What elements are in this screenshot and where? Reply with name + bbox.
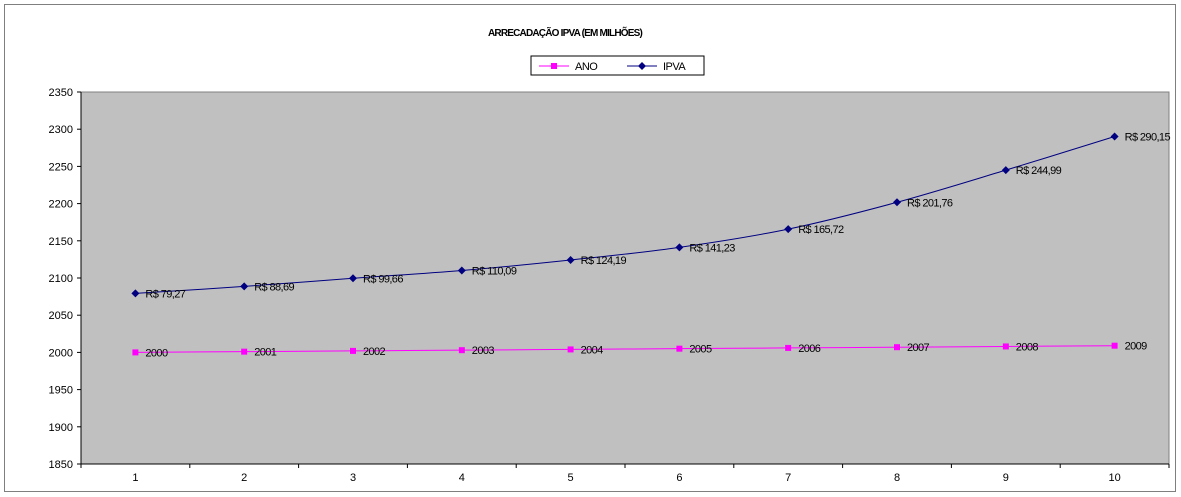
- plot-area: [80, 91, 1170, 465]
- data-label-ano: 2009: [1125, 341, 1148, 353]
- data-label-ipva: R$ 141,23: [689, 242, 735, 254]
- legend-marker-ipva: [638, 62, 646, 70]
- x-tick-label: 9: [1003, 472, 1009, 484]
- data-point-ipva: [349, 274, 357, 283]
- y-tick-label: 2200: [49, 199, 73, 211]
- legend-box: [530, 55, 705, 76]
- data-point-ano: [241, 348, 248, 355]
- y-tick-label: 1850: [49, 459, 73, 471]
- data-point-ano: [1111, 342, 1118, 349]
- data-label-ano: 2008: [1016, 341, 1039, 353]
- x-tick-label: 6: [676, 472, 682, 484]
- data-label-ano: 2000: [145, 347, 168, 359]
- y-tick-label: 1950: [49, 385, 73, 397]
- series-line-ipva: [135, 136, 1115, 294]
- data-point-ipva: [457, 266, 466, 275]
- x-tick-label: 3: [350, 472, 356, 484]
- data-label-ano: 2005: [689, 344, 712, 356]
- y-tick-label: 2000: [49, 347, 73, 359]
- data-label-ipva: R$ 290,15: [1125, 132, 1171, 144]
- x-tick-label: 5: [568, 472, 574, 484]
- chart-title: ARRECADAÇÃO IPVA (EM MILHÕES): [488, 26, 642, 39]
- data-label-ano: 2007: [907, 342, 930, 354]
- data-point-ipva: [131, 289, 140, 298]
- y-tick-label: 2150: [49, 236, 73, 248]
- data-point-ano: [132, 349, 139, 356]
- data-point-ano: [785, 344, 792, 351]
- data-label-ipva: R$ 201,76: [907, 197, 953, 209]
- chart-frame: ARRECADAÇÃO IPVA (EM MILHÕES) ANO IPVA 1850…: [4, 4, 1176, 492]
- y-tick-label: 2300: [49, 124, 73, 136]
- data-label-ano: 2004: [581, 344, 604, 356]
- y-tick-label: 2250: [49, 161, 73, 173]
- y-tick-label: 2050: [49, 310, 73, 322]
- data-label-ipva: R$ 99,66: [363, 273, 403, 285]
- data-point-ano: [1002, 343, 1009, 350]
- data-label-ano: 2002: [363, 346, 386, 358]
- x-tick-label: 10: [1108, 472, 1120, 484]
- x-tick-label: 1: [132, 472, 138, 484]
- x-tick-label: 4: [459, 472, 465, 484]
- legend-label-ano: ANO: [575, 61, 598, 73]
- data-point-ano: [894, 344, 900, 351]
- data-label-ano: 2006: [798, 343, 821, 355]
- y-tick-label: 1900: [49, 422, 73, 434]
- line-chart: ARRECADAÇÃO IPVA (EM MILHÕES) ANO IPVA 1850…: [49, 26, 1172, 484]
- data-point-ipva: [893, 198, 901, 207]
- data-point-ipva: [675, 243, 684, 252]
- data-label-ipva: R$ 88,69: [254, 281, 294, 293]
- legend-label-ipva: IPVA: [663, 61, 686, 73]
- x-tick-label: 8: [894, 472, 900, 484]
- data-label-ipva: R$ 79,27: [145, 288, 185, 300]
- y-tick-label: 2350: [49, 87, 73, 99]
- data-label-ano: 2003: [472, 345, 495, 357]
- data-label-ipva: R$ 124,19: [581, 255, 627, 267]
- data-point-ano: [567, 346, 574, 353]
- data-label-ipva: R$ 244,99: [1016, 165, 1062, 177]
- data-point-ipva: [566, 256, 575, 265]
- data-point-ipva: [1110, 132, 1119, 141]
- data-point-ano: [350, 347, 356, 354]
- data-point-ano: [676, 345, 683, 352]
- data-label-ipva: R$ 165,72: [798, 224, 844, 236]
- data-label-ipva: R$ 110,09: [472, 265, 517, 277]
- series-line-ano: [135, 345, 1115, 353]
- data-point-ipva: [1001, 166, 1010, 175]
- x-tick-label: 2: [241, 472, 247, 484]
- data-point-ipva: [240, 282, 249, 291]
- data-point-ipva: [784, 225, 793, 234]
- x-tick-label: 7: [785, 472, 791, 484]
- data-point-ano: [458, 347, 465, 354]
- y-tick-label: 2100: [49, 273, 73, 285]
- legend-marker-ano: [551, 63, 557, 69]
- data-label-ano: 2001: [254, 347, 277, 359]
